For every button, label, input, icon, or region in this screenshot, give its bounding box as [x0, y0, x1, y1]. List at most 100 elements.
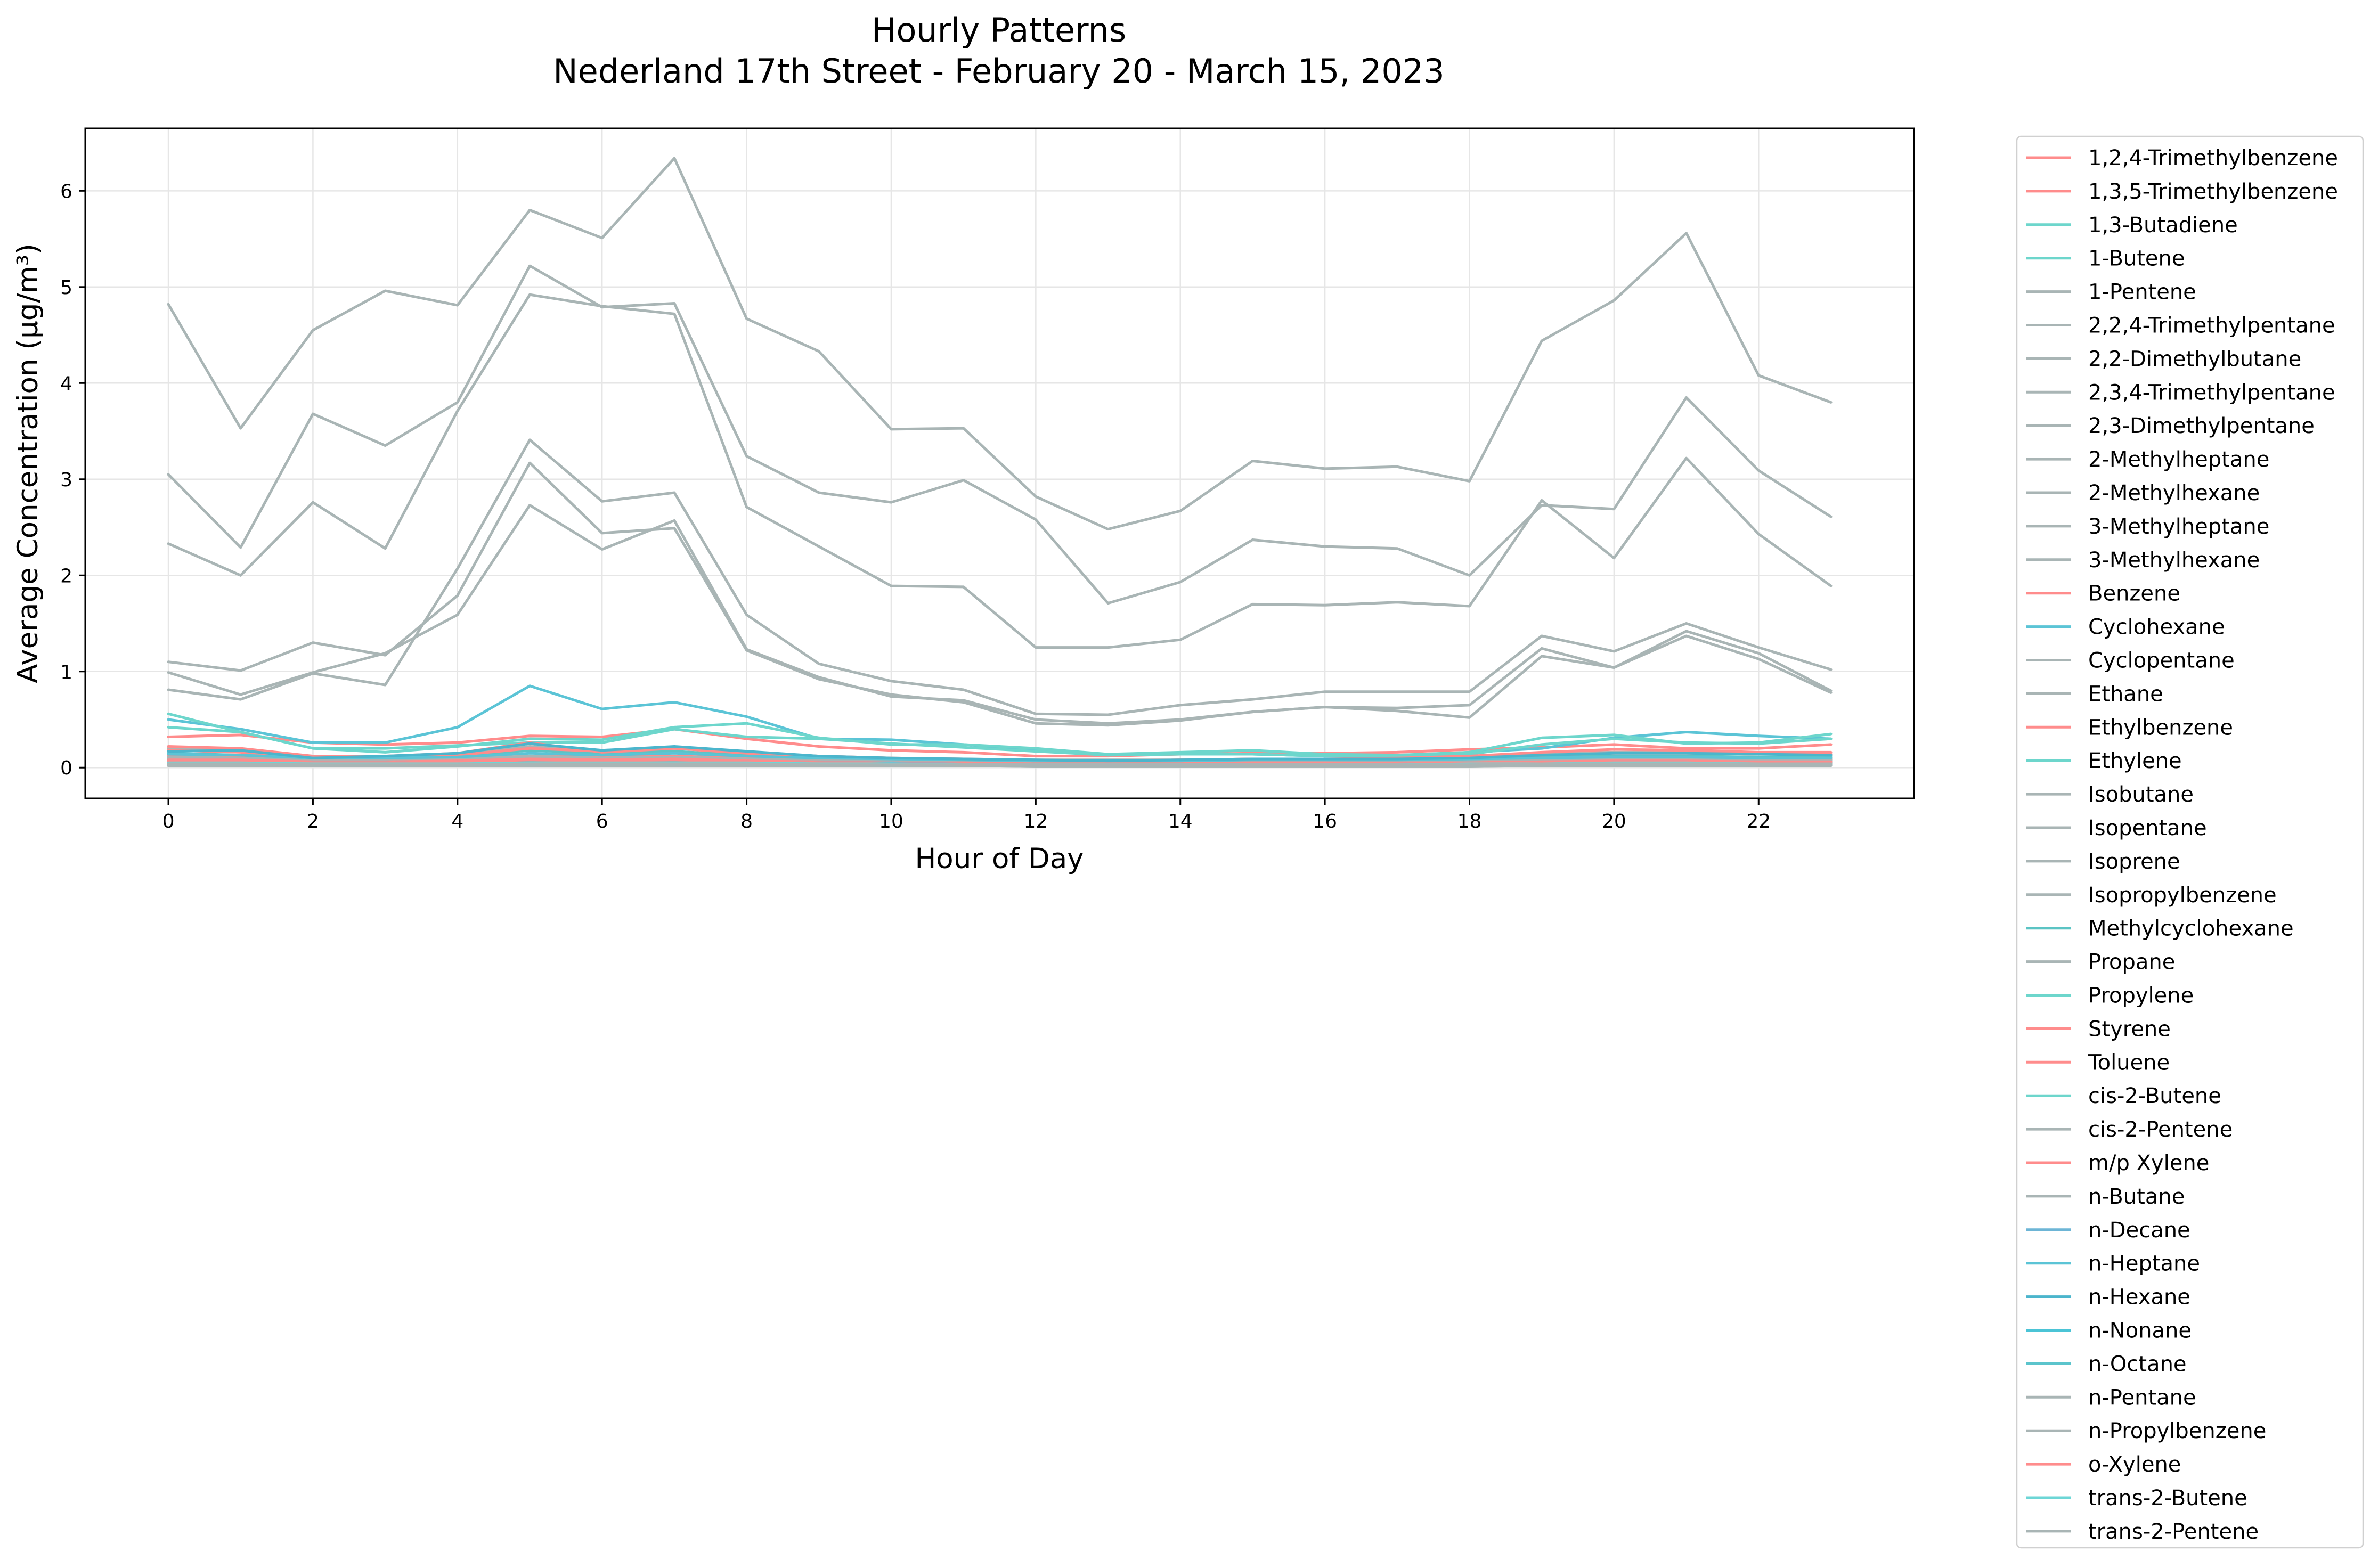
legend-label: 1-Butene [2088, 247, 2185, 271]
legend-label: cis-2-Pentene [2088, 1117, 2233, 1142]
chart-title: Hourly Patterns [872, 11, 1126, 50]
series-line [167, 725, 1833, 758]
legend-label: n-Butane [2088, 1185, 2185, 1209]
legend-label: 2,2,4-Trimethylpentane [2088, 314, 2335, 338]
legend-label: Ethylbenzene [2088, 715, 2233, 740]
legend-item: Isoprene [2026, 850, 2180, 874]
legend-frame [2016, 135, 2364, 1549]
legend-item: 1,3-Butadiene [2026, 213, 2238, 238]
x-tick-label: 16 [1313, 811, 1337, 832]
series-line [167, 762, 1833, 766]
x-tick-label: 18 [1457, 811, 1482, 832]
series-line [167, 264, 1833, 605]
legend-item: trans-2-Butene [2026, 1486, 2247, 1510]
chart-subtitle: Nederland 17th Street - February 20 - Ma… [553, 52, 1444, 91]
legend-label: n-Octane [2088, 1352, 2187, 1376]
x-tick-label: 0 [162, 811, 175, 832]
legend-item: Styrene [2026, 1017, 2171, 1041]
legend-item: m/p Xylene [2026, 1151, 2209, 1175]
legend-item: 2-Methylheptane [2026, 447, 2269, 472]
legend-label: Isobutane [2088, 782, 2194, 807]
gridlines [85, 128, 1914, 798]
legend-label: 1,3,5-Trimethylbenzene [2088, 179, 2338, 204]
y-tick-label: 5 [60, 277, 72, 299]
x-tick-label: 14 [1168, 811, 1193, 832]
legend-label: cis-2-Butene [2088, 1084, 2221, 1108]
y-tick-label: 1 [60, 662, 72, 683]
legend-label: Benzene [2088, 582, 2180, 606]
series-line [167, 157, 1833, 531]
legend-item: 3-Methylheptane [2026, 514, 2269, 539]
legend-item: cis-2-Pentene [2026, 1117, 2233, 1142]
x-axis-ticks: 0 2 4 6 8 10 12 14 16 18 20 22 [162, 798, 1771, 832]
legend-item: n-Pentane [2026, 1385, 2196, 1410]
legend-item: 3-Methylhexane [2026, 548, 2260, 573]
series-line [167, 742, 1833, 763]
legend-item: Isopropylbenzene [2026, 883, 2277, 908]
legend-item: Methylcyclohexane [2026, 917, 2294, 941]
x-axis-label: Hour of Day [915, 843, 1084, 875]
legend-label: Toluene [2088, 1050, 2170, 1075]
legend-item: 1-Butene [2026, 247, 2185, 271]
legend-item: Ethane [2026, 682, 2163, 706]
legend-item: n-Hexane [2026, 1285, 2190, 1310]
x-tick-label: 12 [1023, 811, 1048, 832]
x-tick-label: 8 [740, 811, 753, 832]
legend-item: Propane [2026, 950, 2175, 975]
legend-label: m/p Xylene [2088, 1151, 2209, 1175]
legend-label: n-Heptane [2088, 1252, 2200, 1276]
x-tick-label: 6 [596, 811, 608, 832]
legend-item: Cyclopentane [2026, 649, 2235, 673]
legend-label: 2,3-Dimethylpentane [2088, 414, 2315, 438]
series-line [167, 293, 1833, 649]
legend-label: n-Pentane [2088, 1385, 2196, 1410]
legend-item: 1-Pentene [2026, 280, 2196, 305]
series-line [167, 461, 1833, 727]
legend-item: Isopentane [2026, 816, 2207, 840]
legend-label: 2,3,4-Trimethylpentane [2088, 380, 2335, 405]
legend-label: n-Nonane [2088, 1319, 2192, 1343]
x-tick-label: 4 [451, 811, 463, 832]
series-line [167, 755, 1833, 763]
legend-label: Ethylene [2088, 749, 2182, 773]
legend-item: n-Propylbenzene [2026, 1419, 2266, 1443]
legend-label: 2-Methylheptane [2088, 447, 2269, 472]
legend-item: o-Xylene [2026, 1452, 2181, 1477]
legend-item: n-Decane [2026, 1218, 2190, 1243]
x-tick-label: 22 [1746, 811, 1771, 832]
legend-item: n-Octane [2026, 1352, 2187, 1376]
legend-label: Cyclopentane [2088, 649, 2235, 673]
legend-label: 3-Methylhexane [2088, 548, 2260, 573]
legend-label: n-Hexane [2088, 1285, 2190, 1310]
y-tick-label: 2 [60, 565, 72, 587]
legend-item: trans-2-Pentene [2026, 1520, 2259, 1544]
legend-item: 1,2,4-Trimethylbenzene [2026, 146, 2338, 170]
legend-item: 2,2-Dimethylbutane [2026, 347, 2301, 371]
legend-label: 1-Pentene [2088, 280, 2196, 305]
legend-label: Methylcyclohexane [2088, 917, 2294, 941]
y-axis-ticks: 0 1 2 3 4 5 6 [60, 181, 85, 779]
y-tick-label: 6 [60, 181, 72, 202]
legend-item: Isobutane [2026, 782, 2194, 807]
legend-label: 2,2-Dimethylbutane [2088, 347, 2301, 371]
series-line [167, 712, 1833, 757]
legend-item: 1,3,5-Trimethylbenzene [2026, 179, 2338, 204]
series-lines [167, 157, 1833, 768]
legend-item: Ethylene [2026, 749, 2182, 773]
legend-label: n-Propylbenzene [2088, 1419, 2266, 1443]
legend-label: Propane [2088, 950, 2175, 975]
legend-label: trans-2-Pentene [2088, 1520, 2259, 1544]
legend-item: 2,2,4-Trimethylpentane [2026, 314, 2335, 338]
y-tick-label: 3 [60, 469, 72, 491]
legend-label: 3-Methylheptane [2088, 514, 2269, 539]
y-axis-label: Average Concentration (µg/m³) [12, 243, 44, 683]
legend-item: n-Nonane [2026, 1319, 2192, 1343]
plot-frame [84, 127, 1915, 799]
legend-item: 2-Methylhexane [2026, 481, 2260, 505]
legend-item: Toluene [2026, 1050, 2170, 1075]
legend-label: trans-2-Butene [2088, 1486, 2247, 1510]
legend-item: 2,3,4-Trimethylpentane [2026, 380, 2335, 405]
legend-label: Styrene [2088, 1017, 2171, 1041]
legend-label: 1,2,4-Trimethylbenzene [2088, 146, 2338, 170]
